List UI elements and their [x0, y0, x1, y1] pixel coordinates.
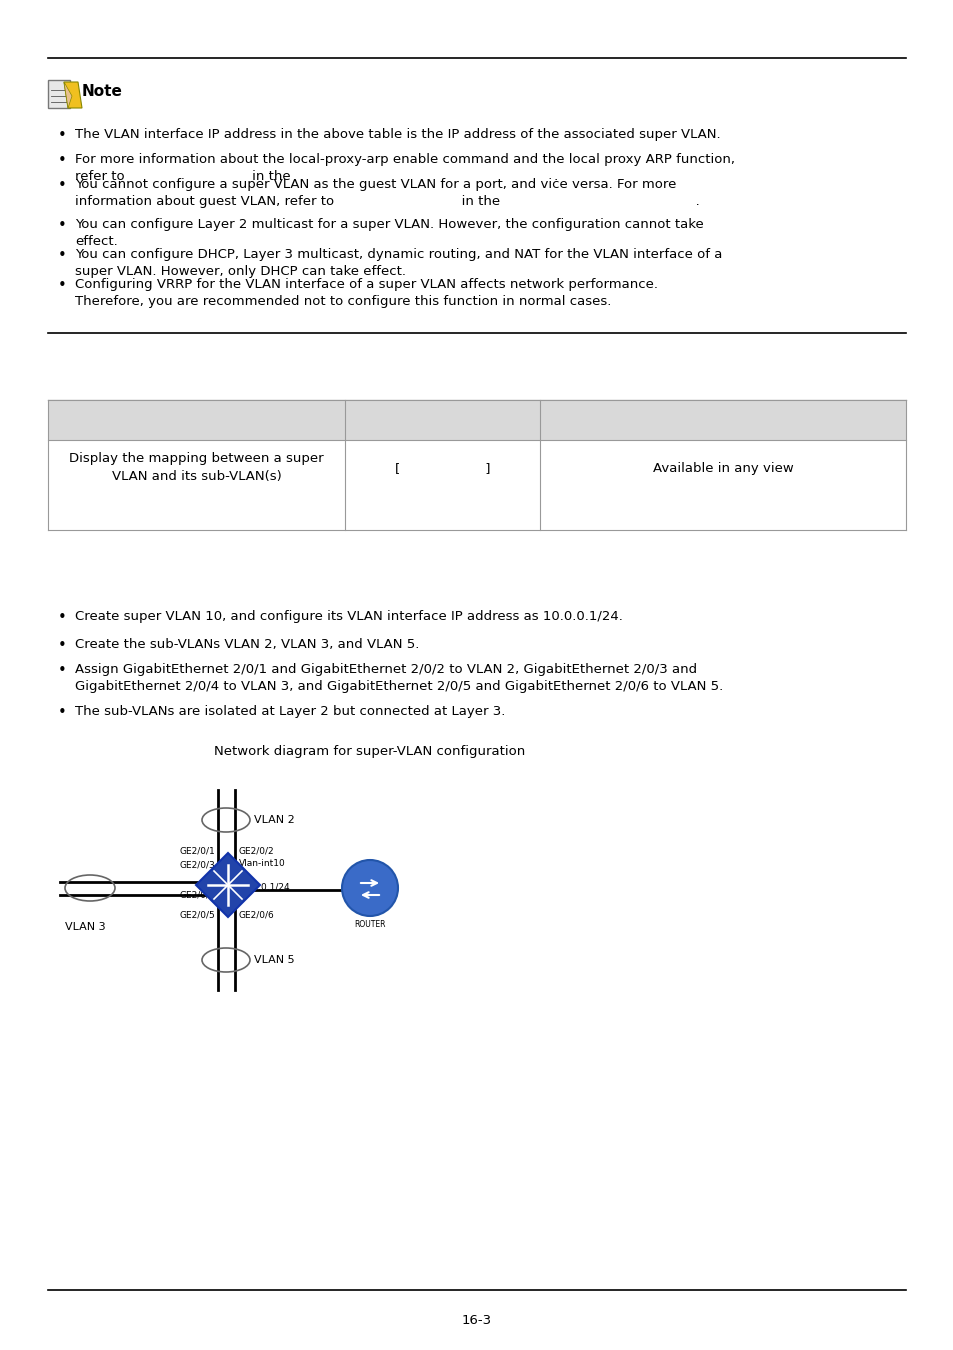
Text: You cannot configure a super VLAN as the guest VLAN for a port, and vice versa. : You cannot configure a super VLAN as the…: [75, 178, 699, 208]
Text: •: •: [57, 705, 67, 720]
Bar: [48, 80, 70, 108]
Text: For more information about the local-proxy-arp enable command and the local prox: For more information about the local-pro…: [75, 153, 734, 184]
Text: Vlan-int10: Vlan-int10: [239, 859, 286, 868]
Text: GE2/0/4: GE2/0/4: [179, 890, 214, 899]
Text: •: •: [57, 610, 67, 625]
Text: The sub-VLANs are isolated at Layer 2 but connected at Layer 3.: The sub-VLANs are isolated at Layer 2 bu…: [75, 705, 505, 718]
Text: 16-3: 16-3: [461, 1314, 492, 1327]
Text: You can configure DHCP, Layer 3 multicast, dynamic routing, and NAT for the VLAN: You can configure DHCP, Layer 3 multicas…: [75, 248, 721, 278]
Text: Available in any view: Available in any view: [652, 462, 793, 475]
Text: •: •: [57, 248, 67, 263]
Text: GE2/0/1: GE2/0/1: [179, 846, 214, 855]
Text: GE2/0/5: GE2/0/5: [179, 910, 214, 919]
Polygon shape: [64, 82, 82, 108]
Circle shape: [341, 860, 397, 917]
Text: You can configure Layer 2 multicast for a super VLAN. However, the configuration: You can configure Layer 2 multicast for …: [75, 217, 703, 248]
Text: Create super VLAN 10, and configure its VLAN interface IP address as 10.0.0.1/24: Create super VLAN 10, and configure its …: [75, 610, 622, 622]
Text: VLAN 2: VLAN 2: [253, 815, 294, 825]
Text: 10.0.0.1/24: 10.0.0.1/24: [239, 883, 291, 892]
Text: •: •: [57, 217, 67, 234]
Text: •: •: [57, 128, 67, 143]
Text: GE2/0/3: GE2/0/3: [179, 861, 214, 869]
Text: •: •: [57, 639, 67, 653]
Text: GE2/0/6: GE2/0/6: [239, 910, 274, 919]
Text: [                    ]: [ ]: [395, 462, 490, 475]
Text: GE2/0/2: GE2/0/2: [239, 846, 274, 855]
Text: Note: Note: [82, 85, 123, 100]
Bar: [48, 400, 905, 440]
Text: Display the mapping between a super
VLAN and its sub-VLAN(s): Display the mapping between a super VLAN…: [70, 452, 323, 483]
Polygon shape: [195, 853, 260, 917]
Text: Configuring VRRP for the VLAN interface of a super VLAN affects network performa: Configuring VRRP for the VLAN interface …: [75, 278, 658, 308]
Text: •: •: [57, 178, 67, 193]
Text: Assign GigabitEthernet 2/0/1 and GigabitEthernet 2/0/2 to VLAN 2, GigabitEtherne: Assign GigabitEthernet 2/0/1 and Gigabit…: [75, 663, 722, 693]
Text: The VLAN interface IP address in the above table is the IP address of the associ: The VLAN interface IP address in the abo…: [75, 128, 720, 140]
Text: VLAN 5: VLAN 5: [253, 954, 294, 965]
Text: •: •: [57, 278, 67, 293]
Text: VLAN 3: VLAN 3: [65, 922, 105, 931]
Polygon shape: [64, 82, 71, 108]
Text: •: •: [57, 153, 67, 167]
Text: Create the sub-VLANs VLAN 2, VLAN 3, and VLAN 5.: Create the sub-VLANs VLAN 2, VLAN 3, and…: [75, 639, 419, 651]
Text: Network diagram for super-VLAN configuration: Network diagram for super-VLAN configura…: [214, 745, 525, 757]
Text: ROUTER: ROUTER: [354, 919, 385, 929]
Text: •: •: [57, 663, 67, 678]
